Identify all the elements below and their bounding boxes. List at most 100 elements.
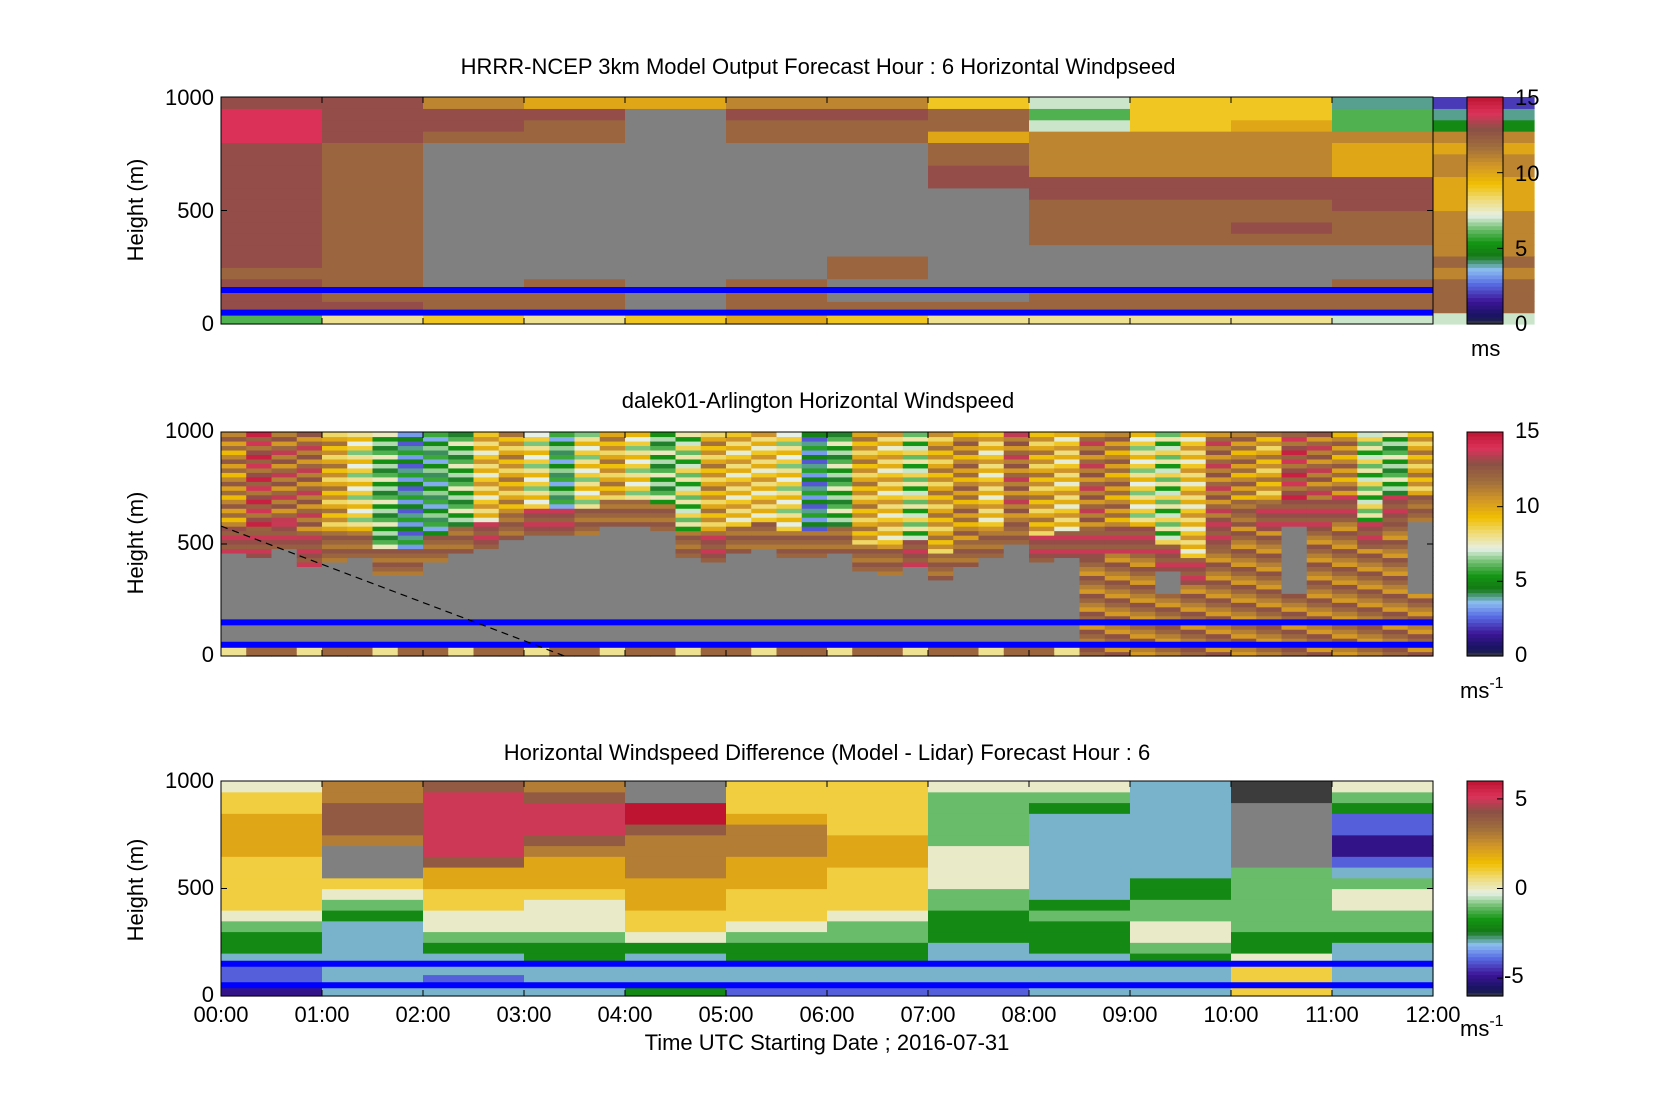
heatmap-cell (625, 499, 651, 505)
heatmap-cell (1130, 931, 1232, 943)
heatmap-cell (397, 440, 424, 447)
colorbar-segment (1467, 506, 1503, 511)
colorbar-segment (1467, 473, 1503, 478)
heatmap-cell (1382, 499, 1409, 505)
heatmap-cell (953, 503, 980, 509)
heatmap-cell (1130, 974, 1232, 986)
heatmap-cell (322, 579, 348, 585)
colorbar-segment (1467, 831, 1503, 836)
heatmap-cell (423, 584, 449, 590)
heatmap-cell (1054, 535, 1081, 541)
colorbar-segment (1467, 849, 1503, 854)
heatmap-cell (928, 888, 1030, 900)
heatmap-cell (625, 624, 651, 630)
heatmap-cell (928, 597, 954, 603)
heatmap-cell (1104, 548, 1131, 554)
heatmap-cell (1332, 647, 1358, 653)
heatmap-cell (625, 566, 651, 572)
heatmap-cell (574, 485, 601, 491)
heatmap-cell (1054, 463, 1081, 469)
heatmap-cell (221, 867, 323, 879)
heatmap-cell (574, 597, 601, 603)
heatmap-cell (1357, 647, 1384, 653)
heatmap-cell (1256, 436, 1283, 442)
heatmap-cell (877, 633, 904, 639)
heatmap-cell (1231, 165, 1333, 178)
heatmap-cell (1382, 544, 1409, 550)
heatmap-cell (1079, 552, 1106, 559)
heatmap-cell (928, 187, 1030, 200)
heatmap-cell (1256, 602, 1283, 608)
heatmap-cell (1407, 611, 1434, 617)
colorbar-segment (1467, 788, 1503, 793)
heatmap-cell (296, 503, 323, 509)
heatmap-cell (423, 485, 449, 491)
heatmap-cell (1155, 454, 1182, 460)
heatmap-cell (928, 445, 954, 451)
heatmap-cell (827, 176, 929, 189)
heatmap-cell (1205, 481, 1232, 487)
heatmap-cell (1332, 108, 1434, 121)
heatmap-cell (1407, 463, 1434, 469)
heatmap-cell (1180, 485, 1207, 491)
heatmap-cell (1231, 579, 1257, 585)
heatmap-cell (625, 472, 651, 478)
heatmap-cell (296, 602, 323, 608)
heatmap-cell (549, 561, 576, 567)
colorbar-segment (1467, 278, 1503, 283)
heatmap-cell (953, 458, 980, 464)
colorbar-segment (1467, 97, 1503, 102)
heatmap-cell (221, 210, 323, 223)
heatmap-cell (1029, 165, 1131, 178)
heatmap-cell (827, 440, 853, 447)
heatmap-cell (852, 508, 879, 514)
heatmap-cell (1104, 521, 1131, 527)
heatmap-cell (827, 503, 853, 509)
heatmap-cell (246, 454, 273, 460)
heatmap-cell (473, 436, 500, 442)
heatmap-cell (776, 584, 803, 590)
heatmap-cell (524, 834, 626, 847)
heatmap-cell (928, 165, 1030, 178)
heatmap-cell (776, 548, 803, 554)
heatmap-cell (372, 588, 399, 594)
heatmap-cell (296, 535, 323, 541)
heatmap-cell (221, 593, 247, 599)
heatmap-cell (524, 633, 550, 639)
heatmap-cell (751, 535, 778, 541)
heatmap-cell (726, 824, 828, 836)
heatmap-cell (1332, 255, 1434, 268)
heatmap-cell (902, 490, 929, 496)
heatmap-cell (1231, 432, 1257, 438)
colorbar-segment (1467, 476, 1503, 482)
heatmap-cell (726, 985, 828, 997)
heatmap-cell (246, 517, 273, 523)
heatmap-cell (599, 440, 626, 447)
heatmap-cell (549, 611, 576, 617)
heatmap-cell (397, 651, 424, 657)
heatmap-cell (296, 588, 323, 594)
heatmap-cell (1029, 97, 1131, 109)
heatmap-cell (1205, 526, 1232, 532)
heatmap-cell (852, 557, 879, 563)
heatmap-cell (423, 278, 525, 291)
heatmap-cell (1003, 530, 1030, 536)
heatmap-cell (1003, 566, 1030, 572)
heatmap-cell (347, 467, 374, 473)
heatmap-cell (1130, 458, 1156, 464)
heatmap-cell (574, 552, 601, 559)
heatmap-cell (574, 606, 601, 612)
heatmap-cell (524, 629, 550, 635)
heatmap-cell (599, 539, 626, 545)
heatmap-cell (498, 651, 525, 657)
heatmap-cell (1029, 131, 1131, 143)
heatmap-cell (1130, 512, 1156, 518)
heatmap-cell (1332, 834, 1434, 847)
heatmap-cell (1079, 535, 1106, 541)
heatmap-cell (322, 530, 348, 536)
y-axis-label: Height (m) (123, 159, 148, 262)
heatmap-cell (928, 521, 954, 527)
heatmap-cell (397, 588, 424, 594)
heatmap-cell (322, 651, 348, 657)
